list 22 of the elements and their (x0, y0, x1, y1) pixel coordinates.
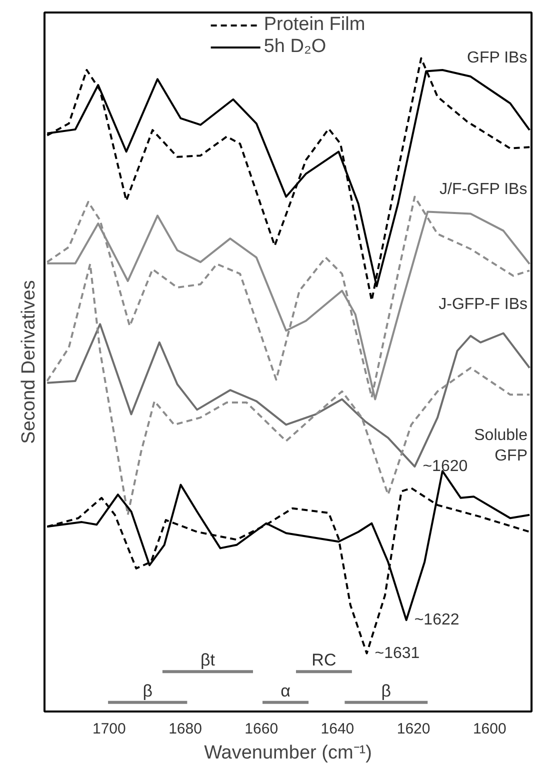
legend-label: Protein Film (264, 14, 366, 36)
series-label: β (381, 681, 392, 700)
annotation: Soluble GFP (474, 426, 528, 464)
series-label: β (142, 681, 153, 700)
x-axis-title: Wavenumber (cm⁻¹) (204, 742, 372, 764)
y-axis-title: Second Derivatives (18, 280, 40, 444)
x-tick-label: 1600 (472, 720, 506, 738)
annotation: GFP IBs (467, 49, 528, 66)
x-tick-label: 1620 (396, 720, 430, 738)
annotation: ~1622 (414, 612, 460, 629)
series-label: α (280, 681, 291, 700)
x-tick-label: 1640 (320, 720, 354, 738)
annotation: ~1620 (422, 458, 468, 476)
series-label: RC (312, 650, 336, 670)
annotation: J/F-GFP IBs (440, 181, 528, 198)
annotation: ~1631 (374, 644, 420, 662)
annotation: J-GFP-F IBs (438, 296, 528, 314)
series-label: βt (200, 650, 216, 670)
x-tick-label: 1700 (92, 720, 126, 738)
x-tick-label: 1660 (244, 720, 278, 738)
x-tick-label: 1680 (168, 720, 202, 738)
legend-label: 5h D₂O (264, 36, 326, 58)
